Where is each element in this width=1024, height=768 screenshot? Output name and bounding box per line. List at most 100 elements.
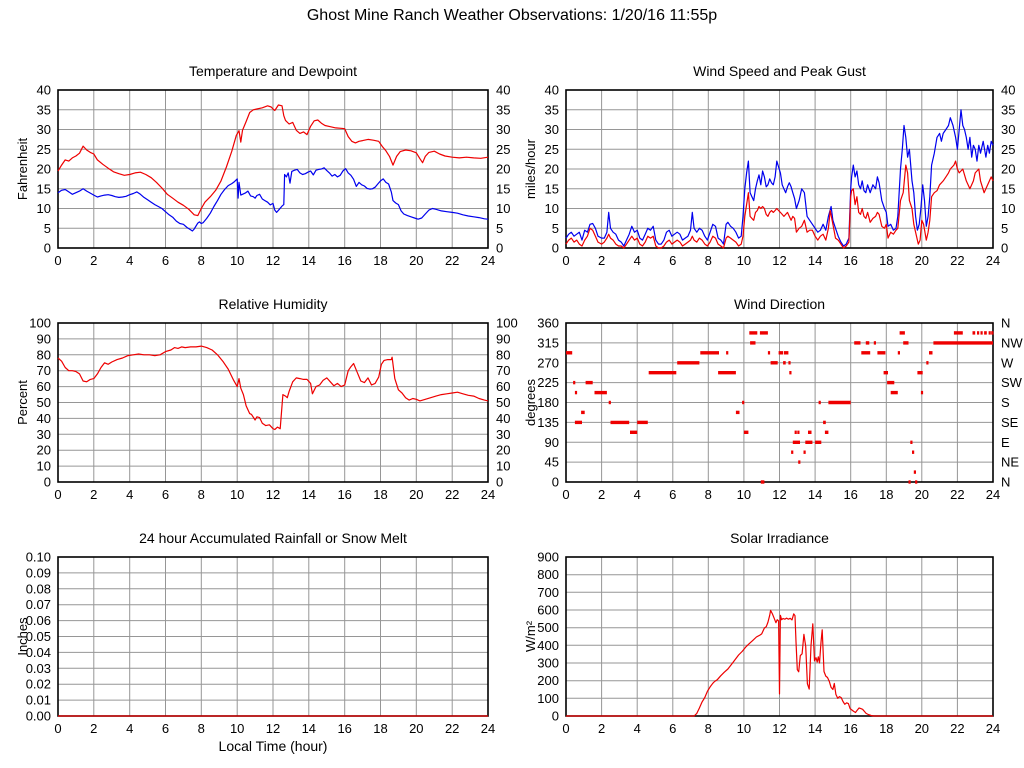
series-temperature bbox=[57, 104, 489, 217]
y-tick-label: 500 bbox=[537, 620, 559, 635]
x-tick-label: 6 bbox=[162, 487, 169, 502]
y-tick-label: 90 bbox=[37, 331, 51, 346]
x-tick-label: 22 bbox=[950, 487, 964, 502]
x-tick-label: 2 bbox=[90, 253, 97, 268]
y-tick-label: 5 bbox=[44, 221, 51, 236]
x-tick-label: 4 bbox=[634, 721, 641, 736]
x-tick-label: 6 bbox=[669, 253, 676, 268]
y-tick-label: 0 bbox=[552, 475, 559, 490]
x-tick-label: 16 bbox=[843, 487, 857, 502]
panel-solar: Solar IrradianceW/m²01002003004005006007… bbox=[523, 530, 1000, 736]
x-tick-label: 18 bbox=[373, 721, 387, 736]
x-tick-label: 22 bbox=[950, 721, 964, 736]
y-tick-labels-wind_speed: 0 0 5 5 10 10 15 15 20 20 25 25 30 30 35 35 40 40 bbox=[545, 83, 1016, 256]
y-tick-label: 100 bbox=[537, 691, 559, 706]
y-tick-label-right: 50 bbox=[496, 395, 510, 410]
y-tick-label: 0.00 bbox=[26, 709, 51, 724]
y-tick-label: 80 bbox=[37, 347, 51, 362]
compass-label: N bbox=[1001, 316, 1010, 331]
x-tick-label: 22 bbox=[950, 253, 964, 268]
y-axis-label-humidity: Percent bbox=[15, 380, 30, 425]
y-axis-label-rainfall: Inches bbox=[15, 617, 30, 656]
series-solar-irradiance bbox=[566, 609, 993, 717]
chart-title-temperature: Temperature and Dewpoint bbox=[189, 63, 357, 79]
chart-title-wind_speed: Wind Speed and Peak Gust bbox=[693, 63, 866, 79]
x-tick-label: 10 bbox=[737, 253, 751, 268]
x-tick-label: 8 bbox=[705, 487, 712, 502]
y-tick-label: 0.03 bbox=[26, 661, 51, 676]
x-tick-label: 12 bbox=[772, 487, 786, 502]
y-tick-label-right: 40 bbox=[496, 411, 510, 426]
x-tick-label: 2 bbox=[90, 487, 97, 502]
x-tick-label: 8 bbox=[198, 721, 205, 736]
x-tick-label: 12 bbox=[772, 721, 786, 736]
y-tick-label: 0 bbox=[44, 475, 51, 490]
x-tick-label: 10 bbox=[737, 721, 751, 736]
y-tick-label-right: 25 bbox=[1001, 142, 1015, 157]
y-tick-label-right: 20 bbox=[496, 443, 510, 458]
y-tick-label: 25 bbox=[545, 142, 559, 157]
y-tick-label: 100 bbox=[29, 316, 51, 331]
x-tick-label: 16 bbox=[843, 721, 857, 736]
x-tick-label: 24 bbox=[986, 487, 1000, 502]
x-tick-label: 0 bbox=[54, 721, 61, 736]
x-tick-label: 0 bbox=[54, 253, 61, 268]
chart-title-solar: Solar Irradiance bbox=[730, 530, 829, 546]
x-tick-label: 4 bbox=[126, 721, 133, 736]
y-tick-label: 90 bbox=[545, 435, 559, 450]
y-tick-label-right: 40 bbox=[1001, 83, 1015, 98]
y-tick-label-right: 30 bbox=[496, 122, 510, 137]
grid-temperature bbox=[58, 90, 488, 248]
y-tick-label: 900 bbox=[537, 550, 559, 565]
y-tick-label-right: 10 bbox=[1001, 201, 1015, 216]
x-tick-label: 0 bbox=[54, 487, 61, 502]
y-tick-label-right: 0 bbox=[496, 241, 503, 256]
x-tick-labels-humidity: 0 2 4 6 8 10 12 14 16 18 20 22 24 bbox=[54, 487, 495, 502]
y-tick-label: 225 bbox=[537, 375, 559, 390]
y-tick-label: 270 bbox=[537, 355, 559, 370]
x-tick-label: 8 bbox=[705, 253, 712, 268]
x-tick-label: 16 bbox=[337, 487, 351, 502]
y-tick-label: 35 bbox=[37, 102, 51, 117]
y-tick-label-right: 5 bbox=[1001, 221, 1008, 236]
x-tick-label: 2 bbox=[598, 253, 605, 268]
y-tick-label: 400 bbox=[537, 638, 559, 653]
x-tick-label: 6 bbox=[669, 487, 676, 502]
x-tick-label: 2 bbox=[598, 487, 605, 502]
x-tick-label: 20 bbox=[915, 721, 929, 736]
x-tick-label: 22 bbox=[445, 487, 459, 502]
y-tick-label: 0 bbox=[552, 241, 559, 256]
y-tick-label: 315 bbox=[537, 335, 559, 350]
x-tick-label: 6 bbox=[162, 721, 169, 736]
x-tick-label: 0 bbox=[562, 721, 569, 736]
y-tick-label: 30 bbox=[37, 122, 51, 137]
x-tick-label: 20 bbox=[409, 721, 423, 736]
y-tick-label: 0 bbox=[552, 709, 559, 724]
y-tick-label: 0.09 bbox=[26, 565, 51, 580]
y-tick-label: 200 bbox=[537, 673, 559, 688]
y-tick-label-right: 0 bbox=[496, 475, 503, 490]
plot-frame bbox=[57, 89, 489, 249]
y-axis-label-wind_speed: miles/hour bbox=[523, 138, 538, 199]
y-tick-label: 30 bbox=[545, 122, 559, 137]
x-tick-label: 14 bbox=[302, 253, 316, 268]
grid-wind_speed bbox=[566, 90, 993, 248]
y-tick-label: 10 bbox=[37, 201, 51, 216]
y-tick-label: 700 bbox=[537, 585, 559, 600]
x-tick-label: 20 bbox=[915, 487, 929, 502]
x-tick-label: 4 bbox=[126, 487, 133, 502]
x-tick-label: 4 bbox=[126, 253, 133, 268]
y-tick-label-right: 5 bbox=[496, 221, 503, 236]
chart-title-rainfall: 24 hour Accumulated Rainfall or Snow Mel… bbox=[139, 530, 407, 546]
x-tick-labels-wind_direction: 0 2 4 6 8 10 12 14 16 18 20 22 24 bbox=[562, 487, 1000, 502]
x-tick-label: 6 bbox=[669, 721, 676, 736]
x-tick-label: 24 bbox=[986, 253, 1000, 268]
chart-title-wind_direction: Wind Direction bbox=[734, 296, 825, 312]
x-tick-label: 16 bbox=[337, 253, 351, 268]
x-tick-label: 20 bbox=[915, 253, 929, 268]
x-tick-label: 16 bbox=[337, 721, 351, 736]
x-tick-label: 24 bbox=[481, 721, 495, 736]
x-tick-labels-solar: 0 2 4 6 8 10 12 14 16 18 20 22 24 bbox=[562, 721, 1000, 736]
